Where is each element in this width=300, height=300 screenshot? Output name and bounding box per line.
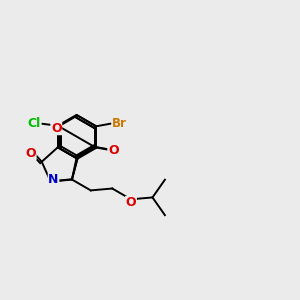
Text: O: O <box>51 122 62 135</box>
Text: Br: Br <box>112 117 127 130</box>
Text: Cl: Cl <box>28 117 41 130</box>
Text: O: O <box>26 147 36 160</box>
Text: O: O <box>126 196 136 209</box>
Text: O: O <box>108 144 119 157</box>
Text: N: N <box>48 173 59 187</box>
